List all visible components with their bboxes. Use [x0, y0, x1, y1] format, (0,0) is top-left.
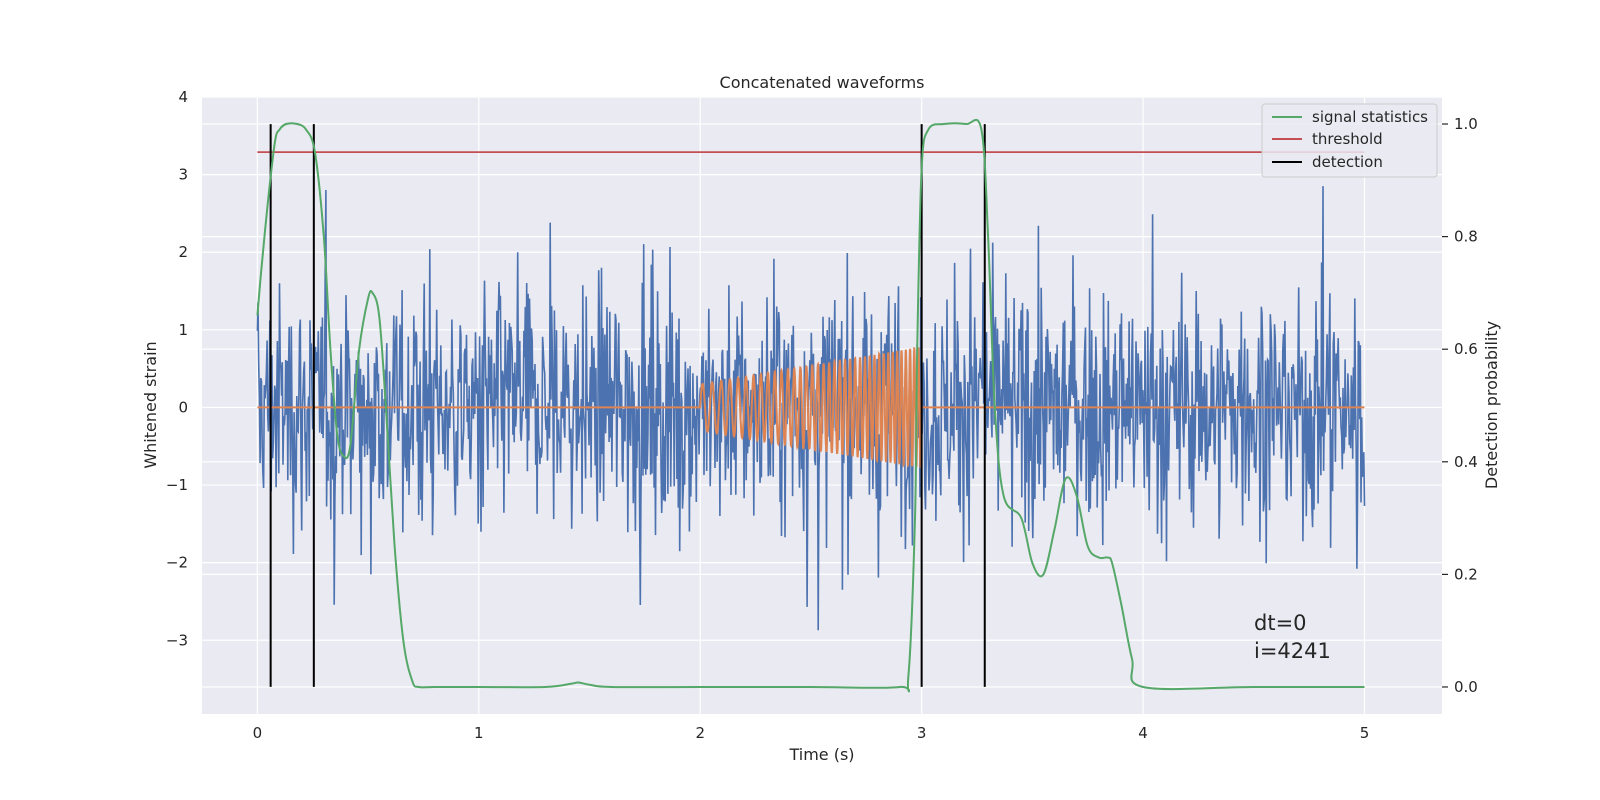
y-tick-label: −3: [166, 631, 188, 649]
noise-series-line: [256, 186, 1366, 631]
y2-tick-label: 0.8: [1454, 228, 1478, 246]
annotation-dt: dt=0: [1254, 611, 1307, 635]
y-tick-label: −2: [166, 554, 188, 572]
legend: signal statistics threshold detection: [1261, 103, 1438, 178]
legend-label-threshold: threshold: [1312, 130, 1383, 148]
y-tick-label: 1: [178, 321, 188, 339]
chirp-series-line: [257, 346, 1365, 468]
x-tick-label: 3: [917, 724, 927, 742]
chart-title: Concatenated waveforms: [720, 73, 925, 92]
y2-tick-label: 0.2: [1454, 565, 1478, 583]
x-tick-label: 5: [1360, 724, 1370, 742]
x-tick-label: 1: [474, 724, 484, 742]
legend-box: [1261, 103, 1438, 178]
annotations: dt=0 i=4241: [1254, 611, 1331, 663]
detection-lines: [269, 124, 986, 687]
y-tick-labels: −3 −2 −1 0 1 2 3 4: [166, 88, 188, 649]
x-axis-label: Time (s): [788, 745, 854, 764]
signal-statistics-line: [256, 118, 1365, 693]
annotation-i: i=4241: [1254, 639, 1331, 663]
legend-label-signal-statistics: signal statistics: [1312, 108, 1428, 126]
y2-tick-labels: 0.0 0.2 0.4 0.6 0.8 1.0: [1442, 115, 1478, 696]
y2-axis-label: Detection probability: [1482, 321, 1501, 489]
y-tick-label: 4: [178, 88, 188, 106]
y-tick-label: 0: [178, 398, 188, 416]
y-tick-label: 2: [178, 243, 188, 261]
y2-tick-label: 0.6: [1454, 340, 1478, 358]
legend-label-detection: detection: [1312, 153, 1383, 171]
y-axis-label: Whitened strain: [141, 341, 160, 468]
x-tick-label: 0: [253, 724, 263, 742]
y2-tick-label: 0.4: [1454, 453, 1478, 471]
y2-tick-label: 0.0: [1454, 678, 1478, 696]
x-tick-labels: 0 1 2 3 4 5: [253, 724, 1370, 742]
y2-tick-label: 1.0: [1454, 115, 1478, 133]
x-tick-label: 4: [1138, 724, 1148, 742]
x-tick-label: 2: [695, 724, 705, 742]
y-tick-label: −1: [166, 476, 188, 494]
y-tick-label: 3: [178, 166, 188, 184]
